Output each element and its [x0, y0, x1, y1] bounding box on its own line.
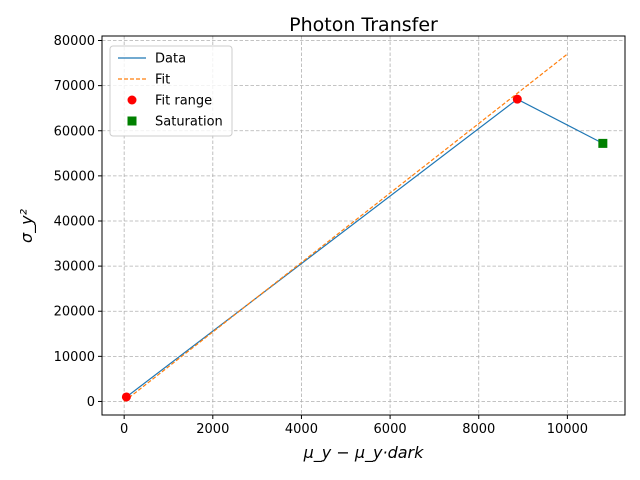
y-tick-label: 40000: [54, 214, 95, 229]
x-tick-label: 6000: [374, 422, 407, 437]
fit-range-point: [512, 94, 522, 104]
x-tick-label: 10000: [547, 422, 588, 437]
saturation-point: [598, 138, 608, 148]
y-axis-label: σ_y²: [17, 208, 37, 243]
plot-frame: [101, 35, 626, 416]
y-tick-label: 70000: [54, 79, 95, 94]
legend-label-saturation: Saturation: [155, 115, 223, 130]
x-tick-label: 8000: [462, 422, 495, 437]
x-axis-label: μ_y − μ_y·dark: [303, 443, 425, 463]
grid: [102, 36, 625, 415]
fit-series-line: [123, 53, 568, 402]
ticks: 0 2000 4000 6000 8000 10000 0 10000 20000 30000 40…: [54, 34, 588, 437]
y-tick-label: 80000: [54, 34, 95, 49]
y-tick-label: 10000: [54, 350, 95, 365]
legend-label-fit: Fit: [155, 73, 170, 88]
y-tick-label: 50000: [54, 169, 95, 184]
fit-range-point: [121, 392, 131, 402]
legend-box: [109, 45, 233, 137]
legend: Data Fit Fit range Saturation: [109, 45, 233, 137]
chart-title: Photon Transfer: [289, 14, 438, 36]
legend-label-fit-range: Fit range: [155, 94, 212, 109]
x-tick-label: 2000: [196, 422, 229, 437]
y-tick-label: 20000: [54, 305, 95, 320]
y-tick-label: 30000: [54, 260, 95, 275]
legend-swatch-saturation: [127, 116, 137, 126]
x-tick-label: 0: [120, 422, 128, 437]
y-tick-label: 60000: [54, 124, 95, 139]
legend-label-data: Data: [155, 52, 186, 67]
x-tick-label: 4000: [285, 422, 318, 437]
legend-swatch-fit-range: [127, 95, 137, 105]
series-layer: [121, 53, 608, 402]
y-tick-label: 0: [87, 395, 95, 410]
